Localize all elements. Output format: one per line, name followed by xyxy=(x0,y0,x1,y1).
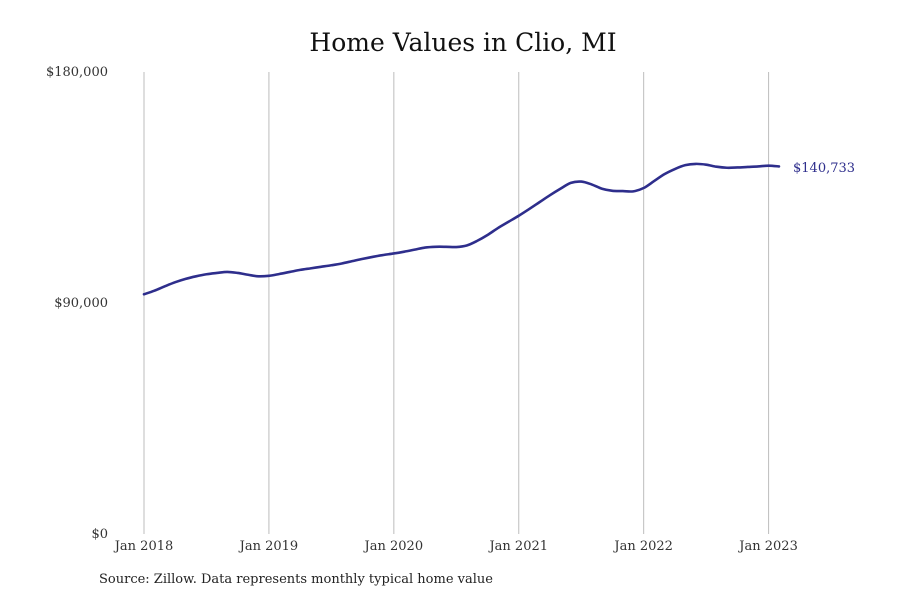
x-tick-label: Jan 2022 xyxy=(612,539,673,554)
y-tick-label: $0 xyxy=(91,527,108,542)
series-layer xyxy=(142,162,781,296)
end-value-label: $140,733 xyxy=(793,161,855,176)
y-tick-label: $90,000 xyxy=(54,296,108,311)
x-axis-ticks: Jan 2018 Jan 2019 Jan 2020 Jan 2021 Jan 2022… xyxy=(113,539,798,554)
chart-title: Home Values in Clio, MI xyxy=(309,28,617,57)
source-note: Source: Zillow. Data represents monthly … xyxy=(99,572,493,587)
gridlines xyxy=(143,72,770,534)
y-axis-ticks: $0 $90,000 $180,000 xyxy=(46,65,108,542)
x-tick-label: Jan 2019 xyxy=(238,539,299,554)
end-label-layer: $140,733 xyxy=(793,161,855,176)
y-tick-label: $180,000 xyxy=(46,65,108,80)
x-tick-label: Jan 2021 xyxy=(487,539,548,554)
x-tick-label: Jan 2018 xyxy=(113,539,174,554)
series-line-0 xyxy=(142,162,781,296)
x-tick-label: Jan 2020 xyxy=(363,539,424,554)
x-tick-label: Jan 2023 xyxy=(737,539,798,554)
